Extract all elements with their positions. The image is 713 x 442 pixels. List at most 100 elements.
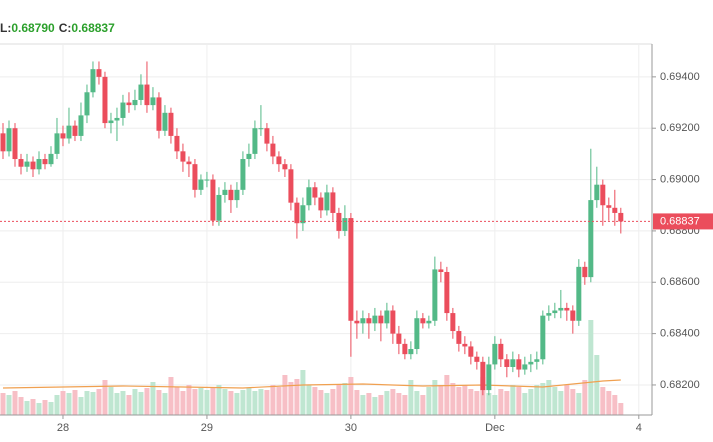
candle-body	[480, 361, 486, 391]
candle-body	[0, 133, 6, 152]
candle-body	[330, 192, 336, 213]
volume-bar	[54, 395, 60, 415]
candle-body	[156, 97, 162, 131]
volume-bar	[480, 377, 486, 415]
candle-body	[522, 364, 528, 370]
candle-body	[234, 189, 240, 201]
candle-body	[600, 184, 606, 206]
candle-body	[120, 102, 126, 118]
volume-bar	[186, 385, 192, 415]
candle-body	[240, 159, 246, 190]
candle-body	[324, 192, 330, 211]
candle-body	[372, 315, 378, 324]
volume-ma-line	[2, 379, 621, 389]
volume-bar	[588, 320, 594, 415]
volume-bar	[420, 395, 426, 415]
candle-body	[390, 310, 396, 334]
volume-bar	[102, 380, 108, 415]
volume-bar	[402, 395, 408, 415]
candle-body	[384, 310, 390, 324]
volume-bar	[336, 385, 342, 415]
candle-body	[30, 161, 36, 170]
candle-body	[228, 189, 234, 201]
candle-body	[258, 128, 264, 130]
candle-body	[444, 271, 450, 314]
candle-body	[294, 202, 300, 224]
y-tick-label: 0.69200	[660, 122, 700, 134]
volume-bar	[312, 387, 318, 415]
candle-body	[462, 343, 468, 347]
candle-body	[108, 120, 114, 124]
volume-bar	[72, 390, 78, 415]
candle-body	[594, 184, 600, 201]
volume-bar	[396, 393, 402, 415]
candle-body	[162, 112, 168, 131]
volume-bar	[462, 385, 468, 415]
volume-bar	[18, 397, 24, 415]
volume-bar	[612, 395, 618, 415]
candle-body	[78, 115, 84, 136]
candle-body	[276, 156, 282, 165]
candle-body	[420, 318, 426, 324]
candle-body	[528, 361, 534, 365]
candle-body	[24, 161, 30, 167]
volume-bar	[162, 393, 168, 415]
volume-bar	[444, 375, 450, 415]
volume-bar	[528, 389, 534, 415]
candle-body	[312, 187, 318, 198]
y-tick-label: 0.69000	[660, 173, 700, 185]
candle-body	[498, 343, 504, 360]
x-tick-label: Dec	[485, 422, 505, 434]
candle-body	[114, 117, 120, 121]
y-tick-label: 0.69400	[660, 71, 700, 83]
volume-bar	[372, 397, 378, 415]
candle-body	[42, 159, 48, 165]
volume-bar	[618, 403, 624, 415]
candle-body	[150, 97, 156, 106]
volume-bar	[414, 391, 420, 415]
volume-bar	[432, 380, 438, 415]
volume-bar	[36, 403, 42, 415]
volume-bar	[450, 383, 456, 415]
volume-bar	[246, 388, 252, 415]
x-tick-label: 28	[57, 422, 69, 434]
candle-body	[534, 359, 540, 362]
volume-bar	[90, 392, 96, 415]
candle-body	[402, 343, 408, 355]
volume-bar	[180, 391, 186, 415]
volume-bar	[606, 391, 612, 415]
candle-body	[558, 307, 564, 311]
volume-bar	[84, 391, 90, 415]
close-label: C:	[59, 21, 72, 35]
volume-bar	[42, 400, 48, 415]
current-price-label: 0.68837	[660, 215, 700, 227]
volume-bar	[576, 393, 582, 415]
candle-body	[576, 266, 582, 321]
candle-body	[396, 333, 402, 344]
candle-body	[414, 318, 420, 350]
candle-body	[90, 69, 96, 93]
candle-body	[564, 307, 570, 311]
candle-body	[288, 169, 294, 203]
candle-body	[12, 128, 18, 160]
volume-bar	[384, 391, 390, 415]
candle-body	[270, 143, 276, 157]
candle-body	[252, 128, 258, 154]
volume-bar	[0, 393, 6, 415]
y-tick-label: 0.68400	[660, 328, 700, 340]
low-value: 0.68790	[11, 21, 55, 35]
volume-bar	[510, 385, 516, 415]
candle-body	[552, 310, 558, 314]
candle-body	[6, 128, 12, 152]
volume-bar	[582, 380, 588, 415]
candle-body	[474, 356, 480, 362]
candle-body	[282, 164, 288, 170]
volume-bar	[504, 391, 510, 415]
volume-bar	[366, 393, 372, 415]
candle-body	[132, 99, 138, 106]
candle-body	[516, 359, 522, 370]
candle-body	[36, 159, 42, 170]
candle-body	[264, 128, 270, 144]
candle-body	[438, 269, 444, 272]
